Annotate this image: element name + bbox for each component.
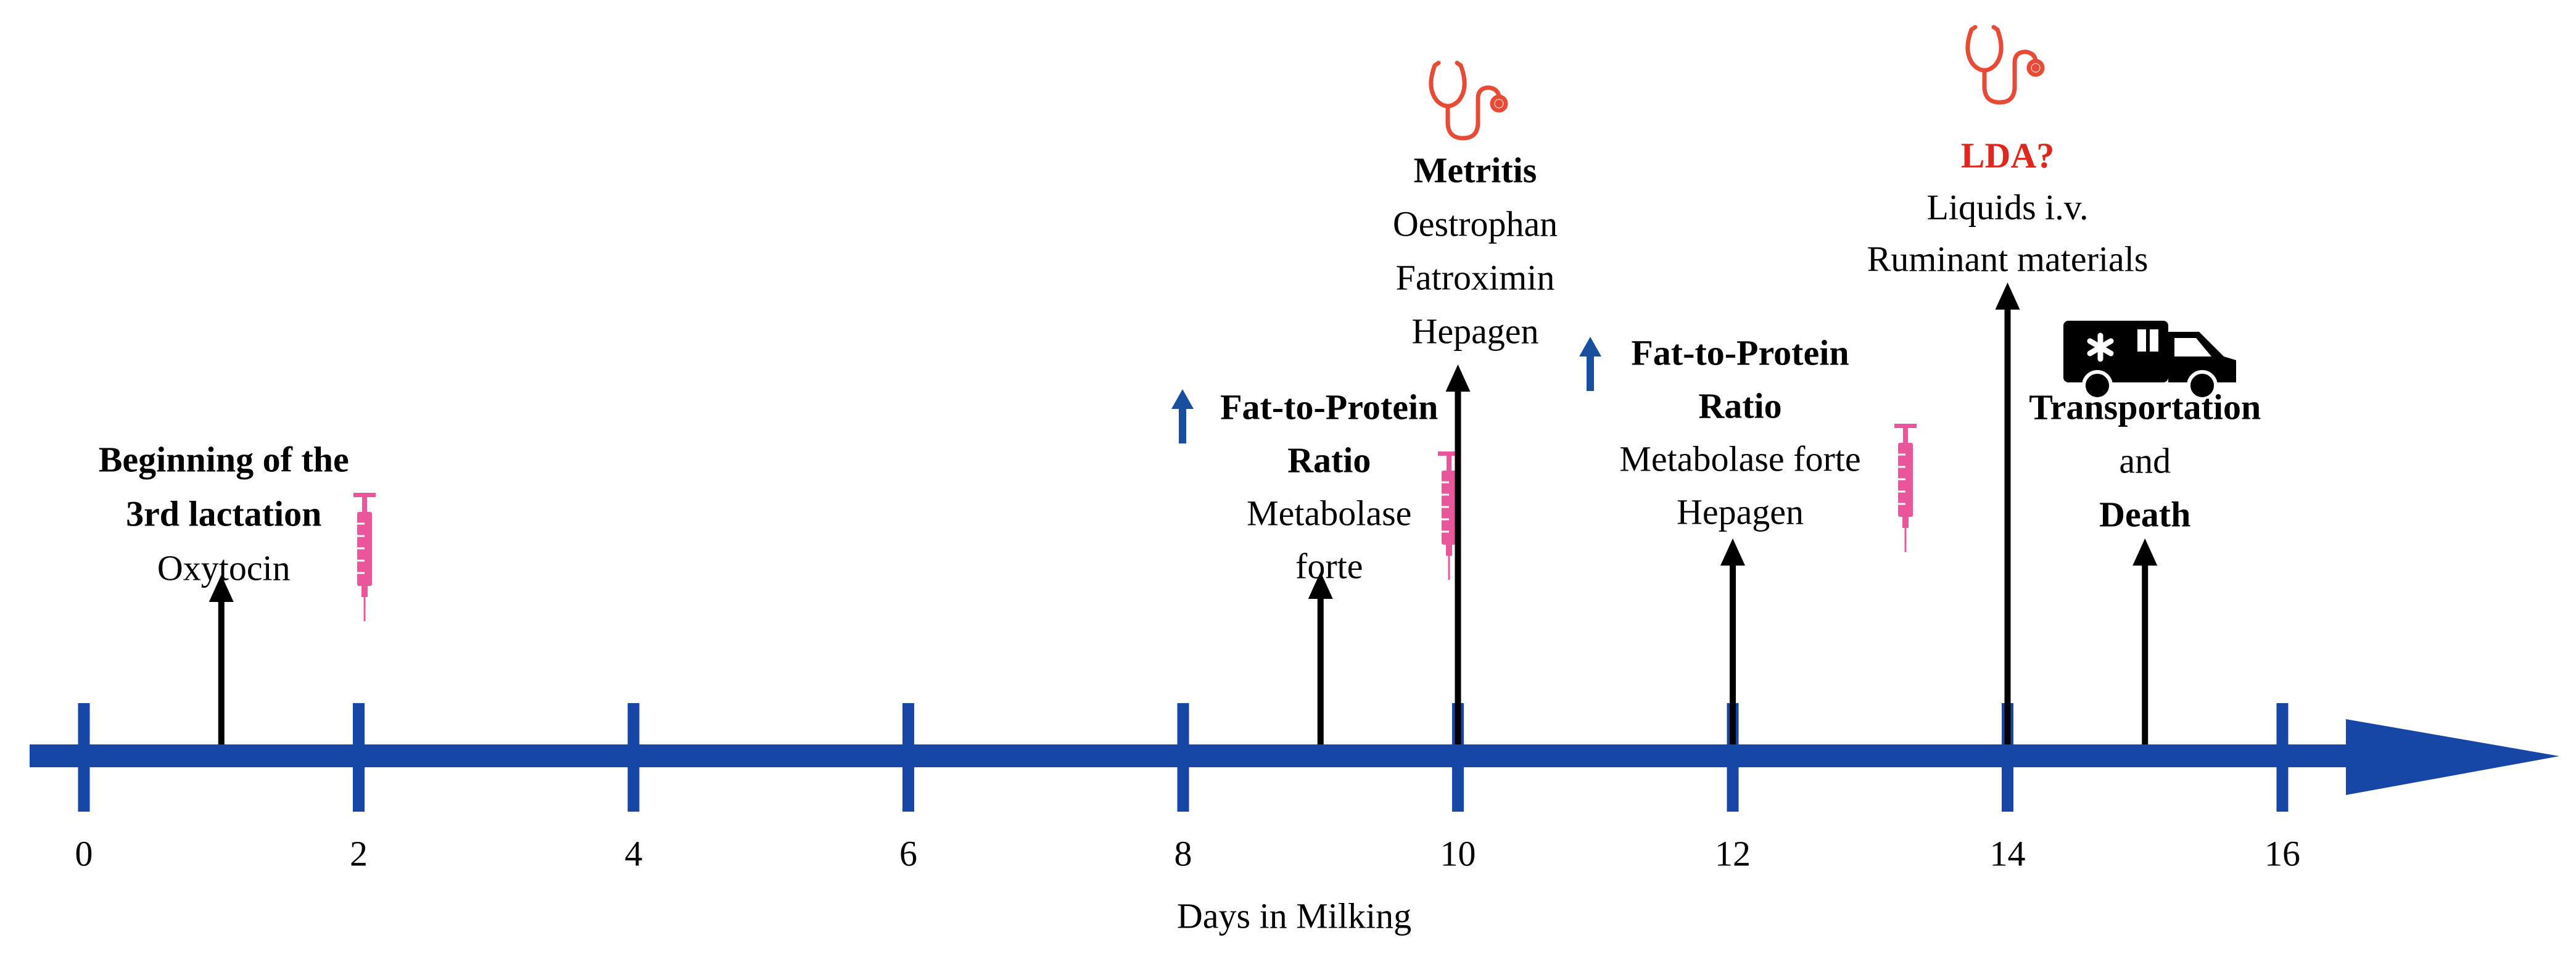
tick-mark (902, 703, 914, 812)
stethoscope-icon (1968, 27, 2042, 102)
syringe-icon (1893, 422, 1918, 553)
event-text: 3rd lactation (126, 493, 321, 533)
event: Fat-to-Protein Ratio Metabolase forte (1220, 387, 1438, 744)
event-text: Fatroximin (1396, 257, 1555, 297)
event-text: Death (2099, 494, 2190, 534)
event-text: Ratio (1698, 385, 1781, 426)
event-text: Oxytocin (157, 548, 291, 588)
event-text: Fat-to-Protein (1220, 387, 1438, 427)
event-arrow-head (1308, 572, 1333, 599)
event-text: Hepagen (1411, 311, 1538, 351)
event-text: Ruminant materials (1867, 239, 2149, 279)
event-text: and (2119, 440, 2171, 480)
event-text: Metritis (1414, 150, 1537, 190)
event-text: Fat-to-Protein (1631, 332, 1849, 373)
event: Metritis Oestrophan Fatroximin Hepagen (1393, 150, 1558, 744)
event-arrow-head (1995, 282, 2020, 310)
event-text: Oestrophan (1393, 204, 1558, 244)
event: Transportation and Death (2029, 387, 2261, 744)
increase-arrow-icon (1171, 389, 1194, 443)
event-arrow-head (1720, 538, 1745, 566)
event-arrow-head (1445, 365, 1471, 392)
stethoscope-icon (1431, 63, 1506, 138)
tick-label: 6 (899, 833, 917, 873)
syringe-icon (352, 492, 377, 622)
event-arrow-head (208, 575, 234, 602)
tick-label: 10 (1440, 833, 1476, 873)
tick-label: 0 (75, 833, 93, 873)
axis-arrowhead (2346, 719, 2559, 795)
event-text: Ratio (1287, 440, 1371, 480)
event-text: LDA? (1961, 135, 2054, 175)
axis: Days in Milking (30, 719, 2559, 936)
event: Fat-to-Protein Ratio Metabolase forte Hepag… (1619, 332, 1861, 744)
event: LDA? Liquids i.v. Ruminant materials (1867, 135, 2149, 744)
tick-mark (627, 703, 640, 812)
tick-label: 8 (1174, 833, 1192, 873)
event-text: Transportation (2029, 387, 2261, 427)
tick-mark (2276, 703, 2289, 812)
event-text: Hepagen (1677, 492, 1804, 532)
increase-arrow-icon (1579, 337, 1601, 391)
tick-label: 14 (1990, 833, 2026, 873)
tick-label: 16 (2264, 833, 2300, 873)
tick-mark (353, 703, 365, 812)
axis-label: Days in Milking (1177, 896, 1411, 936)
event-text: Beginning of the (99, 439, 349, 479)
axis-bar (30, 744, 2355, 767)
tick-mark (78, 703, 90, 812)
event: Beginning of the 3rd lactation Oxytocin (99, 439, 349, 744)
tick-label: 12 (1715, 833, 1751, 873)
event-text: forte (1295, 546, 1363, 586)
tick-label: 4 (625, 833, 643, 873)
tick-label: 2 (350, 833, 368, 873)
event-text: Liquids i.v. (1926, 187, 2088, 227)
event-arrow-head (2132, 538, 2158, 566)
event-text: Metabolase (1247, 493, 1411, 533)
event-text: Metabolase forte (1619, 439, 1860, 479)
tick-mark (1177, 703, 1189, 812)
